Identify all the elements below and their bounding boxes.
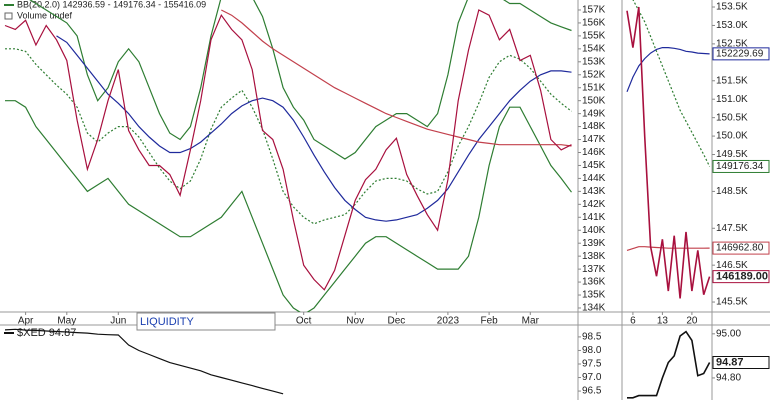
series-line xyxy=(4,9,572,291)
y-tick-label: 144K xyxy=(582,173,606,184)
y-tick-label: 151.5K xyxy=(716,75,748,86)
y-tick-label: 151.0K xyxy=(716,94,748,105)
series-line xyxy=(5,48,572,225)
last-value-box xyxy=(712,241,770,255)
y-tick-label: 149.5K xyxy=(716,149,748,160)
y-tick-label: 94.80 xyxy=(716,373,741,384)
series-line xyxy=(627,330,711,399)
y-tick-label: 97.0 xyxy=(582,372,602,383)
series-line xyxy=(632,0,711,167)
y-tick-label: 152.5K xyxy=(716,39,748,50)
y-tick-label: 157K xyxy=(582,5,606,16)
y-tick-label: 153.5K xyxy=(716,2,748,13)
x-tick-label: Jun xyxy=(110,316,126,327)
y-tick-label: 138K xyxy=(582,251,606,262)
xed-title: $XED 94.87 xyxy=(17,327,76,339)
liquidity-box xyxy=(136,312,276,331)
y-tick-label: 154K xyxy=(582,43,606,54)
y-tick-label: 149K xyxy=(582,108,606,119)
x-tick-label: Nov xyxy=(346,316,364,327)
y-tick-label: 152K xyxy=(582,69,606,80)
y-tick-label: 147K xyxy=(582,134,606,145)
y-tick-label: 98.0 xyxy=(582,345,602,356)
series-line xyxy=(626,246,710,251)
y-tick-label: 150.0K xyxy=(716,131,748,142)
y-tick-label: 96.5 xyxy=(582,386,602,397)
series-line xyxy=(56,35,572,222)
y-tick-label: 146.5K xyxy=(716,260,748,271)
y-tick-label: 95.00 xyxy=(716,328,741,339)
y-tick-label: 148.5K xyxy=(716,186,748,197)
y-tick-label: 153.0K xyxy=(716,20,748,31)
y-tick-label: 145K xyxy=(582,160,606,171)
y-tick-label: 135K xyxy=(582,290,606,301)
last-value-label: 146962.80 xyxy=(716,243,764,254)
y-tick-label: 143K xyxy=(582,186,606,197)
last-value-label: 152229.69 xyxy=(716,48,764,59)
y-tick-label: 142K xyxy=(582,199,606,210)
series-line xyxy=(626,6,711,299)
x-tick-label: Mar xyxy=(522,316,540,327)
x-tick-label: May xyxy=(57,316,76,327)
x-tick-label: Oct xyxy=(296,316,312,327)
last-value-box xyxy=(712,47,770,61)
y-tick-label: 146K xyxy=(582,147,606,158)
x-tick-label: Dec xyxy=(388,316,406,327)
x-tick-label: 20 xyxy=(686,316,698,327)
last-value-label: 149176.34 xyxy=(716,161,764,172)
y-tick-label: 137K xyxy=(582,264,606,275)
y-tick-label: 145.5K xyxy=(716,297,748,308)
y-tick-label: 136K xyxy=(582,277,606,288)
series-line xyxy=(5,100,572,312)
legend-icon xyxy=(4,12,13,20)
y-tick-label: 150.5K xyxy=(716,112,748,123)
y-tick-label: 97.5 xyxy=(582,359,602,370)
liquidity-label: LIQUIDITY xyxy=(140,316,194,328)
y-tick-label: 134K xyxy=(582,303,606,314)
legend-text: Volume undef xyxy=(17,10,73,20)
last-value-label: 94.87 xyxy=(716,356,744,368)
y-tick-label: 141K xyxy=(582,212,606,223)
series-line xyxy=(4,328,284,395)
last-value-label: 146189.00 xyxy=(716,271,768,283)
y-tick-label: 147.5K xyxy=(716,223,748,234)
series-line xyxy=(29,0,572,160)
y-tick-label: 153K xyxy=(582,56,606,67)
y-tick-label: 139K xyxy=(582,238,606,249)
y-tick-label: 150K xyxy=(582,95,606,106)
y-tick-label: 148K xyxy=(582,121,606,132)
last-value-box xyxy=(712,270,770,284)
legend-text: BB(20,2.0) 142936.59 - 149176.34 - 15541… xyxy=(17,0,206,9)
x-tick-label: 13 xyxy=(657,316,669,327)
last-value-box xyxy=(712,159,770,173)
x-tick-label: Feb xyxy=(480,316,498,327)
y-tick-label: 151K xyxy=(582,82,606,93)
y-tick-label: 155K xyxy=(582,31,606,42)
x-tick-label: 6 xyxy=(630,316,636,327)
series-line xyxy=(221,9,572,147)
y-tick-label: 140K xyxy=(582,225,606,236)
x-tick-label: Apr xyxy=(18,316,34,327)
y-tick-label: 98.5 xyxy=(582,332,602,343)
last-value-box xyxy=(712,356,770,369)
x-tick-label: 2023 xyxy=(437,316,460,327)
y-tick-label: 156K xyxy=(582,18,606,29)
